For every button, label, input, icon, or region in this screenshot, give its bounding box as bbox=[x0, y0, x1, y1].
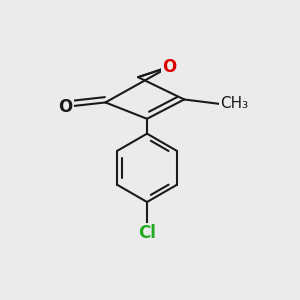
Text: Cl: Cl bbox=[138, 224, 156, 242]
Text: CH₃: CH₃ bbox=[220, 96, 248, 111]
Text: O: O bbox=[58, 98, 72, 116]
Text: O: O bbox=[162, 58, 176, 76]
